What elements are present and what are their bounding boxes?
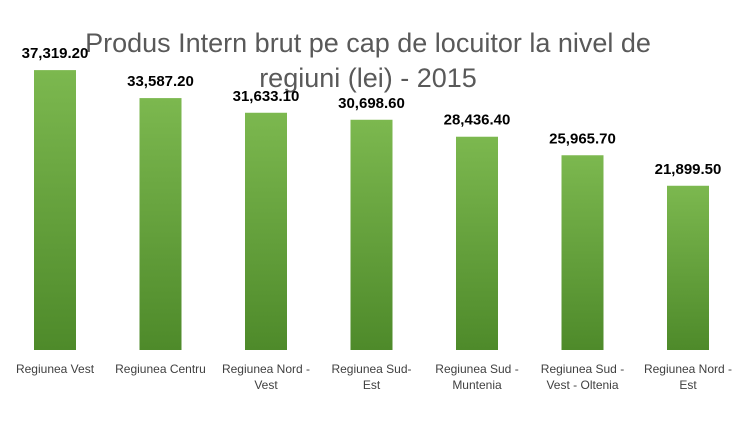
- x-tick-label-line: Regiunea Sud-: [331, 362, 411, 376]
- x-tick-label-line: Regiunea Nord -: [222, 362, 310, 376]
- bar-5: [456, 136, 498, 350]
- x-tick-label-7: Regiunea Nord - Est: [644, 362, 732, 392]
- x-tick-label-line: Regiunea Sud -: [541, 362, 624, 376]
- chart-title-line-1: Produs Intern brut pe cap de locuitor la…: [85, 28, 651, 58]
- data-label-6: 25,965.70: [549, 130, 616, 147]
- bar-7: [667, 185, 709, 350]
- x-tick-label-line: Est: [363, 378, 381, 392]
- data-label-2: 33,587.20: [127, 73, 194, 90]
- x-tick-label-line: Regiunea Nord -: [644, 362, 732, 376]
- chart-title: Produs Intern brut pe cap de locuitor la…: [85, 28, 651, 93]
- x-tick-label-line: Vest - Oltenia: [546, 378, 618, 392]
- x-tick-label-line: Regiunea Vest: [16, 362, 95, 376]
- x-tick-label-5: Regiunea Sud - Muntenia: [435, 362, 518, 392]
- data-label-3: 31,633.10: [233, 88, 300, 105]
- x-tick-label-line: Regiunea Sud -: [435, 362, 518, 376]
- data-label-4: 30,698.60: [338, 95, 405, 112]
- data-label-1: 37,319.20: [22, 45, 89, 62]
- bar-1: [34, 70, 76, 350]
- data-labels: 37,319.20 33,587.20 31,633.10 30,698.60 28,4…: [22, 45, 722, 178]
- x-tick-label-6: Regiunea Sud - Vest - Oltenia: [541, 362, 624, 392]
- bar-6: [561, 155, 604, 350]
- x-tick-label-line: Muntenia: [452, 378, 502, 392]
- x-tick-label-1: Regiunea Vest: [16, 362, 95, 376]
- x-tick-label-line: Est: [679, 378, 697, 392]
- bar-3: [245, 112, 287, 351]
- x-tick-label-line: Vest: [254, 378, 278, 392]
- x-tick-label-4: Regiunea Sud- Est: [331, 362, 411, 392]
- x-tick-label-3: Regiunea Nord - Vest: [222, 362, 310, 392]
- data-label-7: 21,899.50: [655, 161, 722, 178]
- x-tick-label-2: Regiunea Centru: [115, 362, 206, 376]
- x-axis-tick-labels: Regiunea Vest Regiunea Centru Regiunea Nor…: [16, 362, 732, 392]
- chart-title-line-2: regiuni (lei) - 2015: [259, 63, 477, 93]
- bar-4: [350, 119, 393, 350]
- x-tick-label-line: Regiunea Centru: [115, 362, 206, 376]
- data-label-5: 28,436.40: [444, 112, 511, 129]
- bars: [34, 70, 709, 351]
- bar-2: [139, 98, 182, 350]
